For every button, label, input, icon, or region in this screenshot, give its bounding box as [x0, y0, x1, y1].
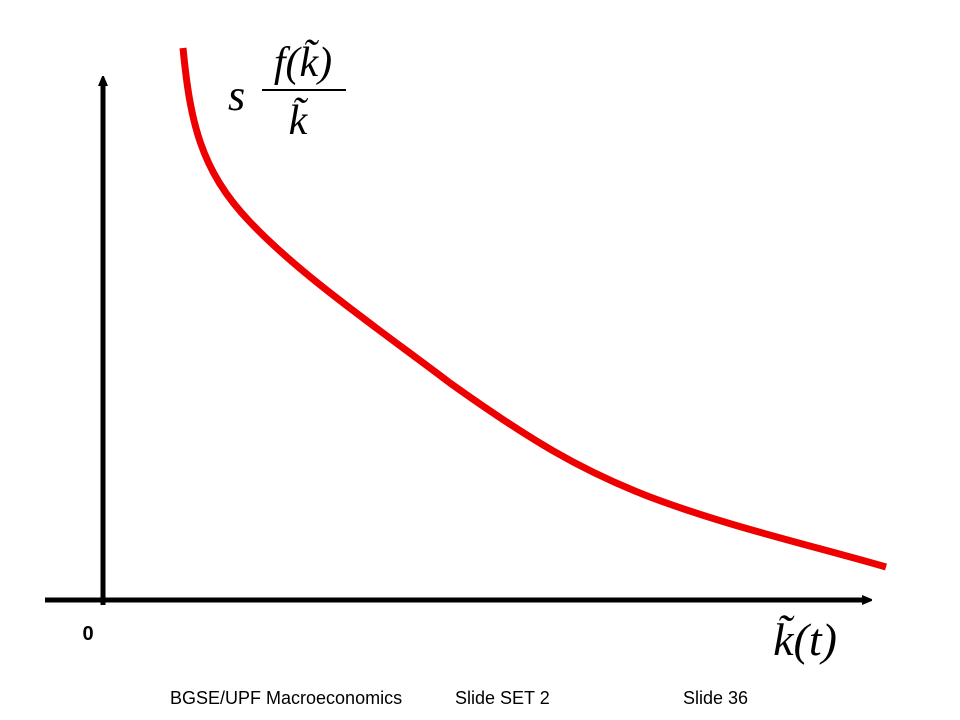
coefficient: s	[228, 71, 245, 120]
footer-set: Slide SET 2	[455, 688, 550, 708]
origin-label: 0	[82, 623, 93, 645]
footer-slide: Slide 36	[683, 688, 748, 708]
numerator: f(k̃)	[274, 39, 332, 86]
curve	[179, 47, 887, 571]
footer-course: BGSE/UPF Macroeconomics	[170, 688, 402, 708]
x-axis-label: k̃(t)	[773, 614, 837, 665]
denominator: k̃	[289, 97, 309, 144]
